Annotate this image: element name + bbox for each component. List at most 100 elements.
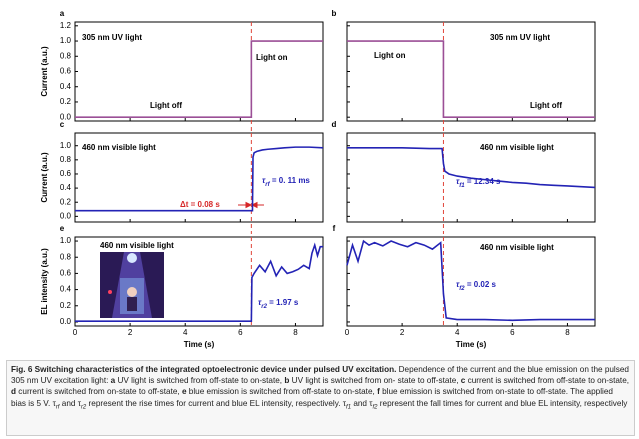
annotation-text: = 1.97 s bbox=[267, 298, 299, 307]
caption-text: Fig. 6 Switching characteristics of the … bbox=[11, 365, 397, 374]
x-tick-label: 4 bbox=[455, 328, 460, 337]
y-tick-label: 1.2 bbox=[60, 21, 72, 30]
annotation-symbol: τ bbox=[456, 177, 460, 186]
x-tick-label: 0 bbox=[345, 328, 350, 337]
y-tick-label: 1.0 bbox=[60, 236, 72, 245]
y-tick-label: 1.0 bbox=[60, 141, 72, 150]
annotation-text: = 0. 11 ms bbox=[270, 176, 311, 185]
annotation-text: 460 nm visible light bbox=[480, 243, 554, 252]
annotation-text: 460 nm visible light bbox=[480, 143, 554, 152]
caption-text: rf bbox=[55, 404, 60, 411]
annotation-symbol: τ bbox=[262, 176, 266, 185]
figure: a 0.0 0.2 0.4 0.6 0.8 1.0 1.2 Current (a.u.) 305 … bbox=[40, 9, 596, 349]
caption-text: c bbox=[460, 376, 466, 386]
y-axis-label: Current (a.u.) bbox=[40, 152, 49, 203]
caption-text: represent the fall times for current and… bbox=[377, 398, 628, 408]
caption-text: UV light is switched from on- state to o… bbox=[289, 376, 461, 386]
caption-text: d bbox=[11, 387, 17, 397]
data-line bbox=[75, 242, 323, 322]
annotation-text: 460 nm visible light bbox=[82, 143, 156, 152]
y-tick-label: 0.4 bbox=[60, 82, 72, 91]
data-line bbox=[75, 146, 324, 212]
caption-text: e bbox=[181, 387, 187, 397]
annotation-text: Light off bbox=[150, 101, 182, 110]
x-tick-label: 8 bbox=[565, 328, 570, 337]
annotation: τf2 = 0.02 s bbox=[456, 280, 497, 291]
annotation-subscript: f2 bbox=[459, 286, 465, 292]
caption-text: current is switched from on-state to off… bbox=[16, 387, 182, 397]
plot-frame bbox=[74, 236, 324, 327]
annotation: 460 nm visible light bbox=[82, 143, 156, 152]
y-axis-label: EL intensity (a.u.) bbox=[40, 248, 49, 315]
caption: Fig. 6 Switching characteristics of the … bbox=[6, 360, 635, 436]
caption-text: b bbox=[284, 376, 290, 386]
y-tick-label: 0.8 bbox=[60, 51, 72, 60]
caption-text: current is switched from off-state to on… bbox=[465, 376, 630, 386]
caption-text: f2 bbox=[372, 404, 378, 411]
annotation: 460 nm visible light bbox=[480, 143, 554, 152]
panel-label: c bbox=[60, 120, 65, 129]
panel-label: a bbox=[60, 9, 65, 18]
annotation-text: Light off bbox=[530, 101, 562, 110]
y-tick-label: 0.8 bbox=[60, 252, 72, 261]
annotation: 305 nm UV light bbox=[82, 33, 142, 42]
annotation: Light off bbox=[150, 101, 182, 110]
y-tick-label: 0.8 bbox=[60, 155, 72, 164]
x-tick-label: 6 bbox=[510, 328, 515, 337]
annotation: Light off bbox=[530, 101, 562, 110]
y-tick-label: 0.4 bbox=[60, 183, 72, 192]
annotation-text: 460 nm visible light bbox=[100, 241, 174, 250]
caption-text: Dependence of the current and the blue e… bbox=[11, 365, 629, 386]
caption-text: a bbox=[110, 376, 116, 386]
annotation-text: 305 nm UV light bbox=[490, 33, 550, 42]
x-tick-label: 6 bbox=[238, 328, 243, 337]
caption-text: r2 bbox=[80, 404, 87, 411]
annotation: τf1 = 12.34 s bbox=[456, 177, 501, 188]
x-tick-label: 0 bbox=[73, 328, 78, 337]
caption-text: blue emission is switched from off-state… bbox=[186, 387, 378, 397]
y-tick-label: 0.6 bbox=[60, 67, 72, 76]
y-tick-label: 0.0 bbox=[60, 317, 72, 326]
panel: b 305 nm UV light Light on Light off bbox=[332, 9, 596, 133]
x-tick-label: 4 bbox=[183, 328, 188, 337]
caption-text: UV light is switched from off-state to o… bbox=[115, 376, 285, 386]
panel-label: f bbox=[333, 224, 336, 233]
panel-label: e bbox=[60, 224, 65, 233]
y-tick-label: 0.6 bbox=[60, 269, 72, 278]
plot-frame bbox=[74, 132, 324, 223]
caption-text: f bbox=[377, 387, 380, 397]
annotation: Light on bbox=[256, 53, 288, 62]
data-line bbox=[75, 40, 323, 118]
annotation-text: = 12.34 s bbox=[465, 177, 501, 186]
data-line bbox=[346, 239, 595, 322]
annotation-text: 305 nm UV light bbox=[82, 33, 142, 42]
plot-frame bbox=[346, 236, 596, 327]
annotation: 305 nm UV light bbox=[490, 33, 550, 42]
y-tick-label: 0.2 bbox=[60, 97, 72, 106]
y-tick-label: 0.2 bbox=[60, 301, 72, 310]
panel-label: b bbox=[332, 9, 337, 18]
y-axis-label: Current (a.u.) bbox=[40, 46, 49, 97]
x-tick-label: 8 bbox=[293, 328, 298, 337]
plot-frame bbox=[346, 132, 596, 223]
annotation-text: Light on bbox=[374, 51, 406, 60]
annotation: Δt = 0.08 s bbox=[180, 200, 220, 209]
x-tick-label: 2 bbox=[128, 328, 133, 337]
y-tick-label: 0.6 bbox=[60, 169, 72, 178]
data-line bbox=[347, 40, 595, 118]
annotation-text: Light on bbox=[256, 53, 288, 62]
panel: d 460 nm visible light τf1 = 12.34 s bbox=[332, 120, 596, 234]
y-tick-label: 1.0 bbox=[60, 36, 72, 45]
annotation-subscript: rf bbox=[265, 182, 270, 188]
data-line bbox=[347, 147, 596, 189]
x-axis-label: Time (s) bbox=[456, 340, 487, 349]
y-tick-label: 0.2 bbox=[60, 197, 72, 206]
caption-text: represent the rise times for current and… bbox=[86, 398, 347, 408]
annotation-subscript: f1 bbox=[459, 183, 465, 189]
caption-text: blue emission is switched from on-state … bbox=[11, 387, 613, 408]
annotation-text: Δt = 0.08 s bbox=[180, 200, 220, 209]
x-axis-label: Time (s) bbox=[184, 340, 215, 349]
caption-text: f1 bbox=[346, 404, 352, 411]
panel: f 0 2 4 6 8 Time (s) 460 nm visible light τf2 = … bbox=[333, 224, 596, 349]
